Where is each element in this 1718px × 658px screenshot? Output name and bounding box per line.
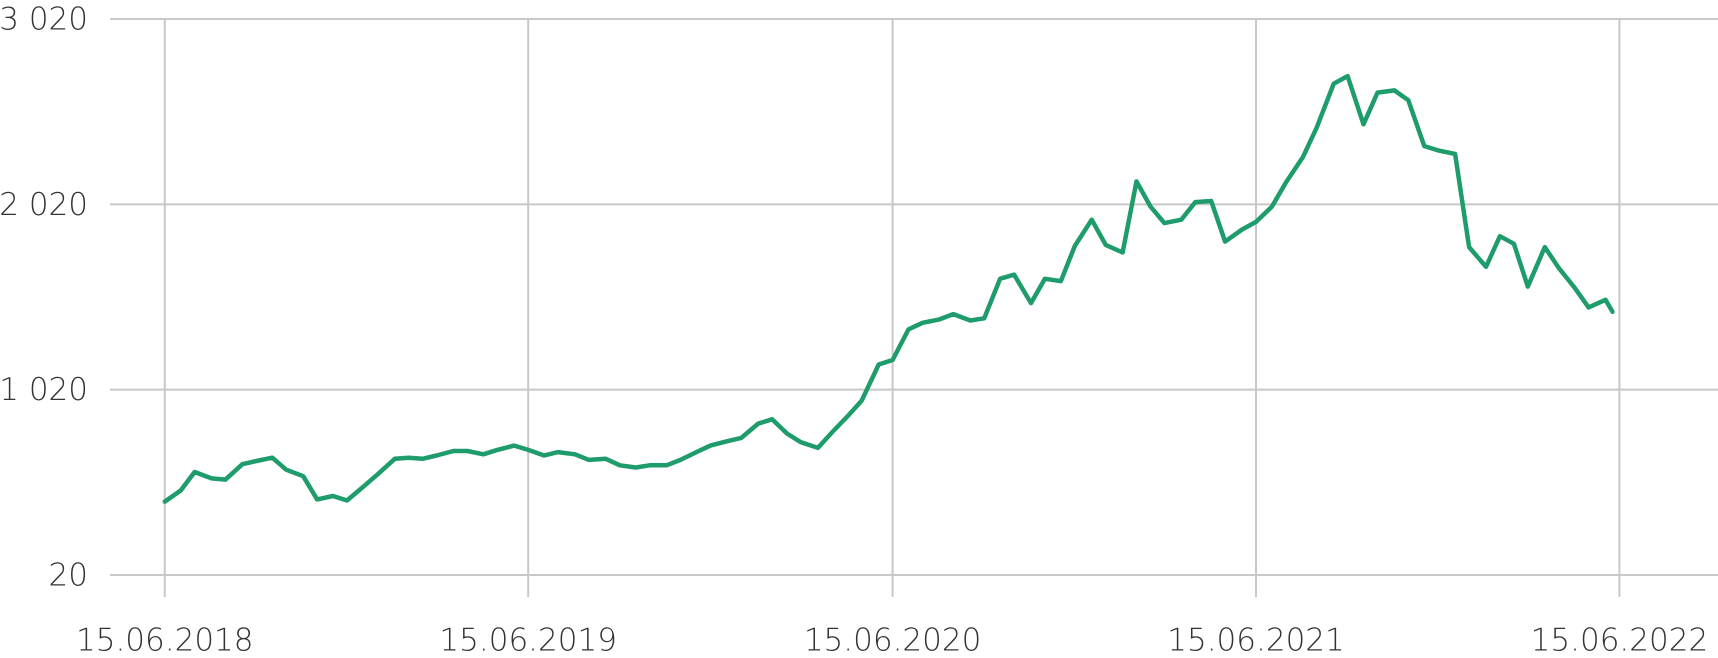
x-tick-label: 15.06.2020 [804,623,982,658]
x-tick-label: 15.06.2019 [439,623,617,658]
x-tick-label: 15.06.2022 [1531,623,1709,658]
x-tick-label: 15.06.2021 [1167,623,1345,658]
line-series [162,73,1615,504]
x-tick-label: 15.06.2018 [76,623,254,658]
y-tick-label: 20 [49,558,88,594]
y-tick-label: 1 020 [0,372,88,408]
y-tick-label: 2 020 [0,187,88,223]
y-tick-label: 3 020 [0,2,88,38]
